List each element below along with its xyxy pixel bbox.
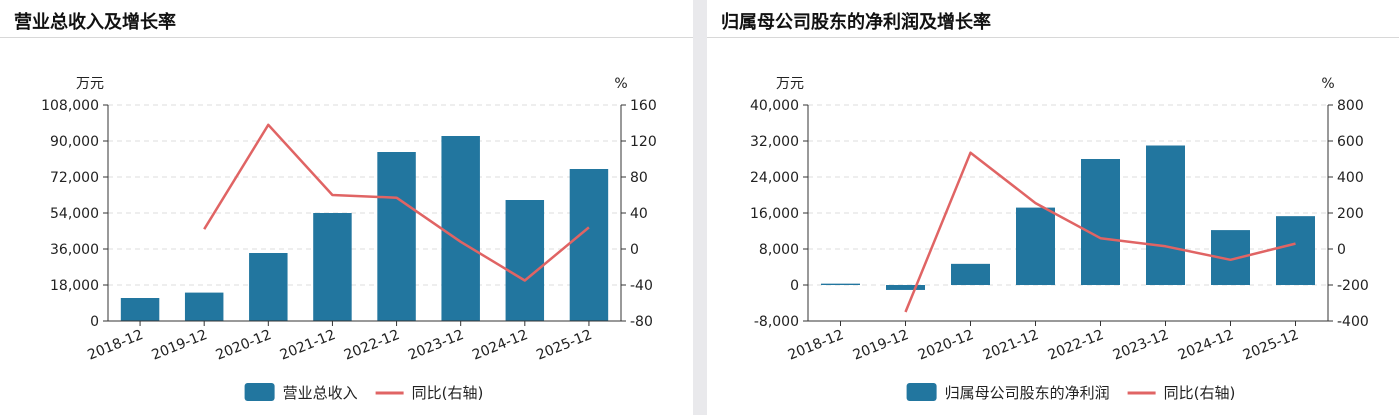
left-tick-label: 16,000	[750, 206, 799, 222]
right-tick-label: 200	[1337, 206, 1364, 222]
title-divider	[707, 37, 1399, 38]
net-profit-chart-panel: 归属母公司股东的净利润及增长率 -8,000 0 8,000 16,000 24,000…	[707, 0, 1399, 415]
right-tick-label: 0	[630, 242, 639, 258]
right-tick-label: -40	[630, 278, 653, 294]
revenue-chart: 0 18,000 36,000 54,000 72,000 90,000 108,000 -8…	[41, 76, 657, 402]
legend-bar-swatch	[906, 383, 937, 401]
right-tick-label: 400	[1337, 170, 1364, 186]
bar	[1276, 216, 1315, 285]
bar	[1146, 145, 1185, 285]
bar	[1016, 207, 1055, 285]
legend-line-label: 同比(右轴)	[412, 384, 484, 402]
bar	[249, 253, 288, 321]
left-tick-label: 90,000	[50, 134, 99, 150]
right-tick-label: -200	[1337, 278, 1369, 294]
x-tick-label: 2019-12	[851, 327, 911, 364]
right-tick-label: -400	[1337, 314, 1369, 330]
net-profit-chart: -8,000 0 8,000 16,000 24,000 32,000 40,000 -400…	[750, 76, 1369, 402]
yoy-line	[203, 123, 590, 282]
left-tick-label: 36,000	[50, 242, 99, 258]
bar	[569, 169, 609, 321]
left-tick-label: 24,000	[750, 170, 799, 186]
x-tick-label: 2018-12	[786, 327, 846, 364]
left-tick-label: 40,000	[750, 98, 799, 114]
legend-bar-label: 归属母公司股东的净利润	[945, 384, 1110, 402]
right-tick-label: 800	[1337, 98, 1364, 114]
right-tick-label: 80	[630, 170, 648, 186]
right-axis-unit: %	[1321, 76, 1334, 92]
x-tick-label: 2025-12	[534, 327, 594, 364]
bar	[120, 298, 160, 321]
left-tick-label: 8,000	[759, 242, 799, 258]
right-tick-label: 160	[630, 98, 657, 114]
bar	[886, 285, 925, 290]
right-tick-label: 120	[630, 134, 657, 150]
left-tick-label: 72,000	[50, 170, 99, 186]
right-axis-unit: %	[614, 76, 627, 92]
left-tick-label: 0	[90, 314, 99, 330]
x-tick-label: 2022-12	[1046, 327, 1106, 364]
right-tick-label: 40	[630, 206, 648, 222]
legend-bar-label: 营业总收入	[283, 384, 358, 402]
x-tick-label: 2022-12	[342, 327, 402, 364]
panel-title: 营业总收入及增长率	[14, 12, 176, 33]
left-tick-label: 108,000	[41, 98, 99, 114]
right-tick-label: 600	[1337, 134, 1364, 150]
bar	[184, 292, 224, 321]
x-tick-label: 2023-12	[1111, 327, 1171, 364]
title-divider	[0, 37, 693, 38]
bar	[1081, 159, 1120, 285]
x-tick-label: 2018-12	[85, 327, 145, 364]
revenue-chart-panel: 营业总收入及增长率 0 18,000 36,000 54,000 72,000 90,00…	[0, 0, 693, 415]
legend-bar-swatch	[244, 383, 275, 401]
x-tick-label: 2024-12	[470, 327, 530, 364]
right-tick-label: 0	[1337, 242, 1346, 258]
left-tick-label: -8,000	[754, 314, 799, 330]
x-tick-label: 2021-12	[278, 327, 338, 364]
x-tick-label: 2021-12	[981, 327, 1041, 364]
left-tick-label: 32,000	[750, 134, 799, 150]
x-tick-label: 2020-12	[214, 327, 274, 364]
right-tick-label: -80	[630, 314, 653, 330]
left-axis-unit: 万元	[776, 76, 804, 92]
left-tick-label: 18,000	[50, 278, 99, 294]
bar	[821, 283, 860, 285]
x-tick-label: 2024-12	[1176, 327, 1236, 364]
x-tick-label: 2023-12	[406, 327, 466, 364]
bar	[377, 152, 416, 321]
left-axis-unit: 万元	[76, 76, 104, 92]
yoy-line	[904, 151, 1296, 313]
x-tick-label: 2025-12	[1241, 327, 1301, 364]
left-tick-label: 54,000	[50, 206, 99, 222]
bar	[505, 200, 545, 321]
x-tick-label: 2020-12	[916, 327, 976, 364]
legend-line-label: 同比(右轴)	[1164, 384, 1236, 402]
x-tick-label: 2019-12	[149, 327, 209, 364]
bar	[441, 136, 480, 321]
bar	[313, 213, 352, 321]
left-tick-label: 0	[790, 278, 799, 294]
panel-title: 归属母公司股东的净利润及增长率	[721, 12, 991, 33]
bar	[951, 263, 990, 285]
